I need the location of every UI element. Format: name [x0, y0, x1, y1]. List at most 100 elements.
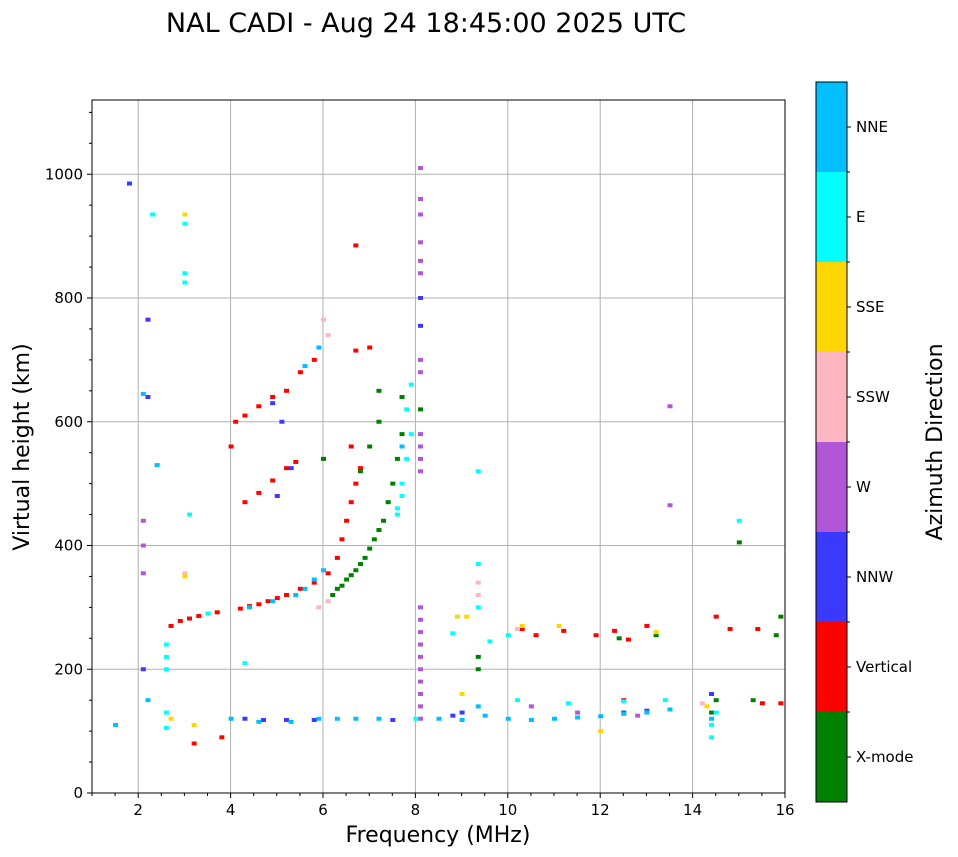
data-point	[270, 599, 276, 604]
colorbar-segment	[816, 262, 847, 352]
data-point	[357, 562, 363, 567]
data-point	[256, 404, 262, 409]
data-point	[348, 500, 354, 505]
data-point	[418, 716, 424, 721]
data-point	[311, 577, 317, 582]
data-point	[140, 571, 146, 576]
data-point	[394, 506, 400, 511]
data-point	[418, 407, 424, 412]
data-point	[418, 679, 424, 684]
data-point	[344, 518, 350, 523]
data-point	[709, 710, 715, 715]
data-point	[644, 623, 650, 628]
data-point	[367, 444, 373, 449]
data-point	[515, 627, 521, 632]
colorbar-label: NNW	[856, 568, 893, 586]
data-point	[418, 456, 424, 461]
data-point	[667, 707, 673, 712]
x-tick-label: 12	[591, 801, 610, 819]
data-point	[709, 722, 715, 727]
data-point	[233, 419, 239, 424]
data-point	[196, 614, 202, 619]
data-point	[126, 181, 132, 186]
data-point	[736, 540, 742, 545]
data-point	[256, 719, 262, 724]
data-point	[242, 500, 248, 505]
data-point	[353, 568, 359, 573]
data-point	[662, 698, 668, 703]
data-point	[376, 388, 382, 393]
data-point	[404, 456, 410, 461]
data-point	[242, 413, 248, 418]
x-tick-label: 6	[318, 801, 328, 819]
data-point	[418, 197, 424, 201]
data-point	[755, 627, 761, 632]
data-point	[293, 593, 299, 597]
data-point	[390, 717, 396, 722]
data-point	[704, 704, 710, 709]
data-point	[140, 543, 146, 548]
data-point	[575, 715, 581, 720]
data-point	[418, 444, 424, 449]
data-point	[182, 221, 188, 226]
colorbar-label: E	[856, 208, 865, 226]
data-point	[418, 469, 424, 474]
data-point	[575, 710, 581, 715]
plot-area	[91, 99, 786, 794]
data-point	[353, 716, 359, 721]
data-point	[316, 716, 322, 721]
data-point	[182, 574, 188, 579]
data-point	[450, 713, 456, 718]
data-point	[713, 698, 719, 703]
data-point	[475, 605, 481, 610]
data-point	[353, 348, 359, 353]
data-point	[616, 636, 622, 641]
series-vertical	[168, 243, 784, 746]
data-point	[325, 599, 331, 604]
colorbar-segment	[816, 712, 847, 802]
data-point	[168, 716, 174, 721]
data-point	[247, 605, 253, 610]
data-point	[436, 716, 442, 721]
data-point	[339, 583, 345, 588]
data-point	[561, 628, 567, 633]
x-tick-label: 8	[411, 801, 421, 819]
data-point	[454, 614, 460, 619]
data-point	[237, 606, 243, 611]
data-point	[145, 698, 151, 703]
data-point	[505, 716, 511, 721]
data-point	[357, 469, 363, 474]
data-point	[394, 512, 400, 517]
data-point	[182, 571, 188, 576]
x-tick-label: 10	[498, 801, 517, 819]
data-point	[404, 407, 410, 412]
data-point	[727, 627, 733, 632]
data-point	[284, 593, 290, 597]
data-point	[399, 444, 405, 449]
data-point	[140, 518, 146, 523]
data-point	[475, 593, 481, 597]
data-point	[459, 692, 465, 696]
data-point	[552, 716, 557, 721]
x-tick-label: 14	[683, 801, 702, 819]
data-point	[182, 280, 188, 285]
data-point	[145, 317, 151, 322]
x-axis-label: Frequency (MHz)	[346, 823, 531, 848]
data-point	[140, 667, 146, 672]
data-point	[191, 722, 197, 727]
data-point	[418, 432, 424, 437]
data-point	[293, 459, 299, 464]
data-point	[418, 617, 424, 622]
data-point	[418, 258, 424, 263]
data-point	[459, 710, 465, 715]
data-point	[362, 555, 368, 560]
colorbar-label: Vertical	[856, 658, 912, 676]
data-point	[418, 212, 424, 217]
data-point	[418, 667, 424, 672]
data-point	[302, 586, 308, 591]
data-point	[635, 713, 641, 718]
data-point	[256, 602, 262, 607]
data-point	[321, 568, 326, 573]
data-point	[270, 401, 276, 406]
data-point	[270, 395, 276, 399]
